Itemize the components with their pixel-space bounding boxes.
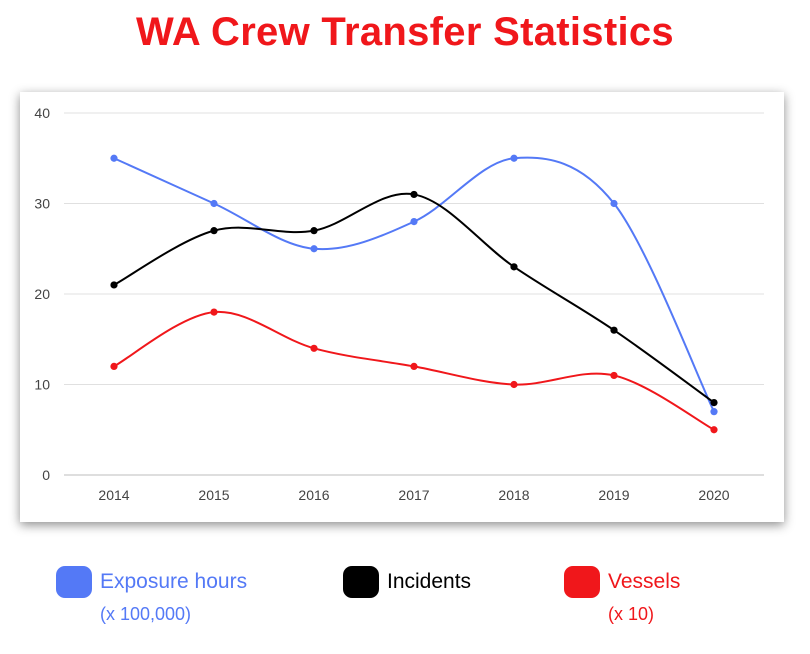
data-point-vessels bbox=[210, 308, 218, 316]
x-tick-label: 2017 bbox=[398, 487, 429, 503]
legend-item-exposure-hours: Exposure hours (x 100,000) bbox=[56, 566, 247, 625]
data-point-incidents bbox=[310, 227, 318, 235]
data-point-exposure-hours bbox=[310, 245, 318, 253]
x-tick-label: 2015 bbox=[198, 487, 229, 503]
data-point-incidents bbox=[610, 326, 618, 334]
legend-label-incidents: Incidents bbox=[387, 570, 472, 593]
line-chart: 0 10 20 30 40 2014 2015 2016 2017 2018 2019 2020 bbox=[34, 105, 764, 503]
data-point-incidents bbox=[710, 399, 718, 407]
data-point-incidents bbox=[110, 281, 118, 289]
legend-label-vessels: Vessels bbox=[608, 570, 681, 593]
data-point-exposure-hours bbox=[510, 154, 518, 162]
data-point-vessels bbox=[710, 426, 718, 434]
x-tick-label: 2020 bbox=[698, 487, 729, 503]
y-tick-label: 30 bbox=[34, 196, 50, 212]
legend-label-exposure-hours: Exposure hours bbox=[100, 570, 248, 593]
x-tick-label: 2016 bbox=[298, 487, 329, 503]
legend-swatch-incidents bbox=[343, 566, 379, 598]
data-point-incidents bbox=[510, 263, 518, 271]
legend-swatch-vessels bbox=[564, 566, 600, 598]
legend-swatch-exposure-hours bbox=[56, 566, 92, 598]
legend-unit-vessels: (x 10) bbox=[608, 604, 655, 624]
data-point-exposure-hours bbox=[210, 199, 218, 208]
x-tick-label: 2019 bbox=[598, 487, 629, 503]
data-point-vessels bbox=[310, 344, 318, 352]
y-tick-label: 10 bbox=[34, 377, 50, 393]
legend-item-incidents: Incidents bbox=[343, 566, 471, 598]
data-point-incidents bbox=[210, 227, 218, 235]
data-point-exposure-hours bbox=[710, 408, 718, 416]
data-point-exposure-hours bbox=[410, 218, 418, 226]
data-point-exposure-hours bbox=[110, 154, 118, 162]
y-tick-label: 20 bbox=[34, 286, 50, 302]
x-tick-label: 2014 bbox=[98, 487, 129, 503]
y-tick-label: 40 bbox=[34, 105, 50, 121]
data-point-vessels bbox=[410, 362, 418, 370]
legend-unit-exposure-hours: (x 100,000) bbox=[100, 604, 192, 624]
series-line-vessels bbox=[113, 311, 715, 431]
data-point-vessels bbox=[510, 380, 518, 389]
y-tick-label: 0 bbox=[42, 467, 50, 483]
chart-card: 0 10 20 30 40 2014 2015 2016 2017 2018 2019 2020 bbox=[20, 92, 784, 522]
x-tick-label: 2018 bbox=[498, 487, 529, 503]
data-point-incidents bbox=[410, 190, 418, 199]
chart-title: WA Crew Transfer Statistics bbox=[136, 10, 674, 54]
data-point-exposure-hours bbox=[610, 199, 618, 208]
legend-item-vessels: Vessels (x 10) bbox=[564, 566, 680, 625]
data-point-vessels bbox=[610, 371, 618, 380]
data-point-vessels bbox=[110, 362, 118, 370]
